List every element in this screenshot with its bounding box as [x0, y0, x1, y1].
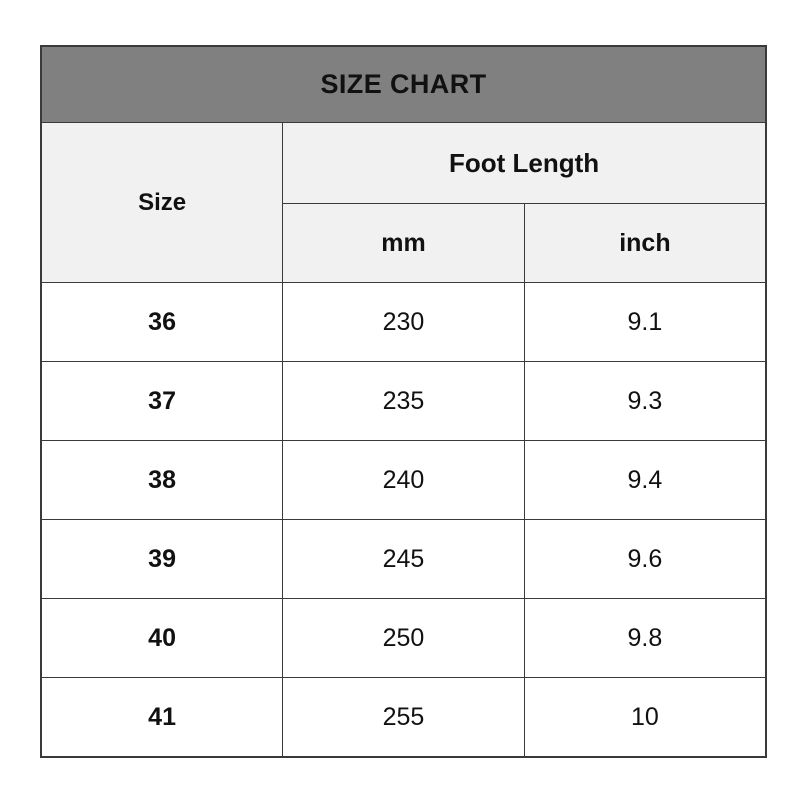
cell-inch: 9.6	[523, 519, 767, 599]
cell-inch: 9.4	[523, 440, 767, 520]
cell-inch: 9.3	[523, 361, 767, 441]
cell-mm: 255	[282, 677, 525, 758]
cell-size: 36	[40, 282, 284, 362]
size-chart-table: SIZE CHART Size Foot Length mm inch 36 2…	[40, 45, 767, 758]
header-row-secondary: mm inch	[41, 203, 767, 283]
cell-mm: 250	[282, 598, 525, 678]
cell-inch: 9.8	[523, 598, 767, 678]
table-row: 41 255 10	[40, 677, 767, 758]
header-inch: inch	[523, 203, 767, 283]
cell-mm: 245	[282, 519, 525, 599]
cell-mm: 230	[282, 282, 525, 362]
cell-inch: 9.1	[523, 282, 767, 362]
cell-mm: 235	[282, 361, 525, 441]
cell-size: 37	[40, 361, 284, 441]
cell-size: 41	[40, 677, 284, 758]
table-row: 37 235 9.3	[40, 361, 767, 441]
header-foot-length: Foot Length	[282, 122, 767, 204]
table-row: 38 240 9.4	[40, 440, 767, 520]
size-chart-container: SIZE CHART Size Foot Length mm inch 36 2…	[40, 45, 767, 758]
title-row: SIZE CHART	[40, 45, 767, 123]
header-mm: mm	[282, 203, 525, 283]
table-row: 39 245 9.6	[40, 519, 767, 599]
cell-size: 40	[40, 598, 284, 678]
table-row: 36 230 9.1	[40, 282, 767, 362]
header-row-primary: Size Foot Length	[40, 122, 767, 283]
header-size: Size	[40, 122, 284, 283]
cell-inch: 10	[523, 677, 767, 758]
cell-size: 39	[40, 519, 284, 599]
cell-mm: 240	[282, 440, 525, 520]
cell-size: 38	[40, 440, 284, 520]
chart-title: SIZE CHART	[40, 45, 767, 123]
table-row: 40 250 9.8	[40, 598, 767, 678]
